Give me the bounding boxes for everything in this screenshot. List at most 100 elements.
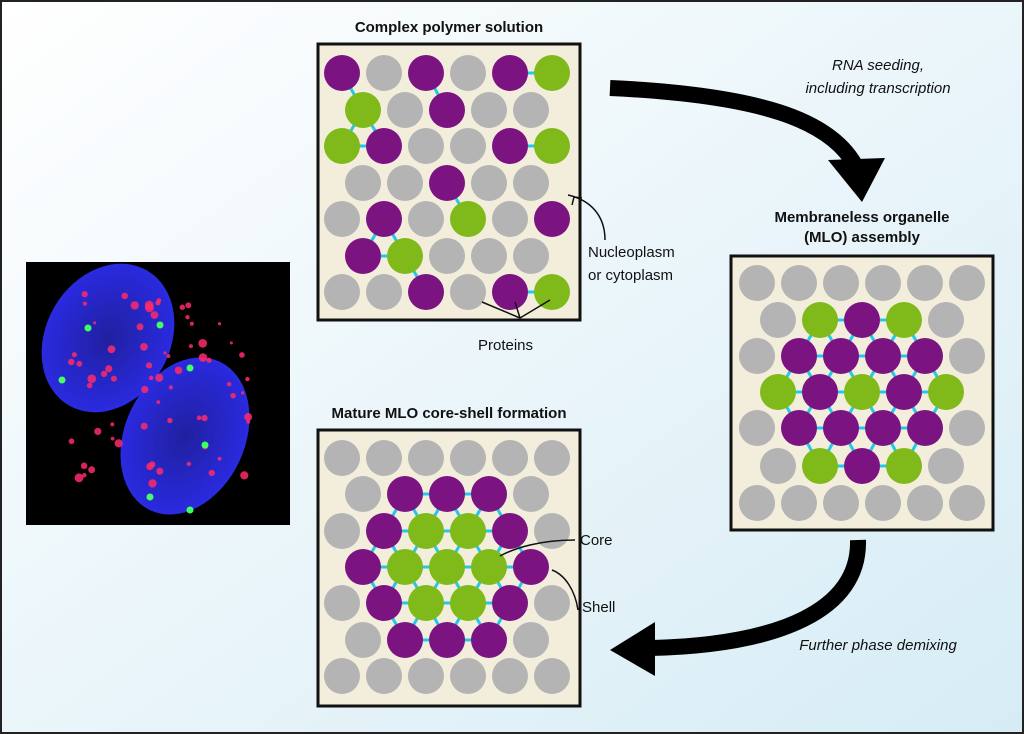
speckle — [168, 385, 173, 390]
particle — [471, 476, 507, 512]
speckle — [167, 417, 173, 424]
particle — [534, 658, 570, 694]
particle — [471, 238, 507, 274]
particle — [387, 476, 423, 512]
particle — [823, 265, 859, 301]
particle — [513, 92, 549, 128]
particle — [534, 440, 570, 476]
annotation: Nucleoplasm — [588, 244, 675, 261]
particle — [324, 201, 360, 237]
particle — [865, 485, 901, 521]
particle — [450, 440, 486, 476]
particle — [345, 165, 381, 201]
particle — [781, 410, 817, 446]
panel-title: Membraneless organelle — [774, 209, 949, 226]
annotation: or cytoplasm — [588, 267, 673, 284]
particle — [492, 274, 528, 310]
speckle — [80, 462, 88, 470]
particle — [534, 274, 570, 310]
particle — [865, 410, 901, 446]
particle — [324, 274, 360, 310]
micrograph — [26, 262, 290, 525]
speckle — [82, 301, 87, 306]
speckle — [114, 439, 123, 448]
speckle — [130, 301, 139, 310]
annotation: Proteins — [478, 337, 533, 354]
particle — [492, 201, 528, 237]
arrow-label: Further phase demixing — [799, 637, 957, 654]
arrow — [649, 539, 867, 656]
particle — [471, 165, 507, 201]
speckle — [86, 382, 93, 389]
particle — [844, 448, 880, 484]
speckle — [198, 338, 208, 348]
speckle — [179, 304, 186, 310]
particle — [366, 585, 402, 621]
particle — [324, 440, 360, 476]
particle — [387, 165, 423, 201]
speckle — [155, 373, 164, 382]
particle — [324, 513, 360, 549]
speckle — [186, 364, 194, 372]
particle — [429, 549, 465, 585]
panel-title: (MLO) assembly — [804, 229, 921, 246]
particle — [408, 658, 444, 694]
particle — [760, 448, 796, 484]
speckle — [58, 376, 66, 384]
particle — [534, 128, 570, 164]
speckle — [93, 321, 97, 325]
particle — [450, 513, 486, 549]
speckle — [148, 375, 154, 381]
particle — [408, 201, 444, 237]
particle — [345, 622, 381, 658]
speckle — [196, 415, 202, 421]
speckle — [148, 479, 157, 488]
speckle — [201, 414, 208, 422]
speckle — [241, 391, 245, 395]
particle — [492, 585, 528, 621]
particle — [366, 513, 402, 549]
speckle — [217, 322, 222, 326]
particle — [345, 549, 381, 585]
particle — [450, 128, 486, 164]
particle — [886, 374, 922, 410]
particle — [450, 201, 486, 237]
particle — [886, 302, 922, 338]
particle — [823, 410, 859, 446]
particle — [408, 55, 444, 91]
speckle — [136, 323, 144, 331]
particle — [450, 658, 486, 694]
speckle — [107, 345, 116, 354]
speckle — [121, 292, 129, 300]
particle — [429, 238, 465, 274]
particle — [345, 238, 381, 274]
speckle — [201, 441, 209, 449]
speckle — [239, 352, 245, 358]
particle — [513, 549, 549, 585]
particle — [513, 476, 549, 512]
speckle — [198, 353, 208, 362]
particle — [949, 485, 985, 521]
particle — [907, 265, 943, 301]
speckle — [229, 341, 233, 345]
speckle — [146, 493, 154, 501]
speckle — [163, 351, 167, 355]
arrow-label: including transcription — [805, 80, 950, 97]
annotation: Core — [580, 532, 613, 549]
particle — [534, 55, 570, 91]
speckle — [185, 302, 192, 309]
particle — [928, 302, 964, 338]
speckle — [226, 381, 232, 387]
particle — [366, 440, 402, 476]
speckle — [141, 385, 149, 394]
speckle — [150, 311, 159, 319]
particle — [345, 476, 381, 512]
particle — [387, 92, 423, 128]
panel-title: Mature MLO core-shell formation — [331, 405, 566, 422]
speckle — [185, 315, 190, 320]
particle — [802, 448, 838, 484]
particle — [492, 658, 528, 694]
particle — [534, 585, 570, 621]
speckle — [88, 466, 96, 474]
particle — [802, 302, 838, 338]
